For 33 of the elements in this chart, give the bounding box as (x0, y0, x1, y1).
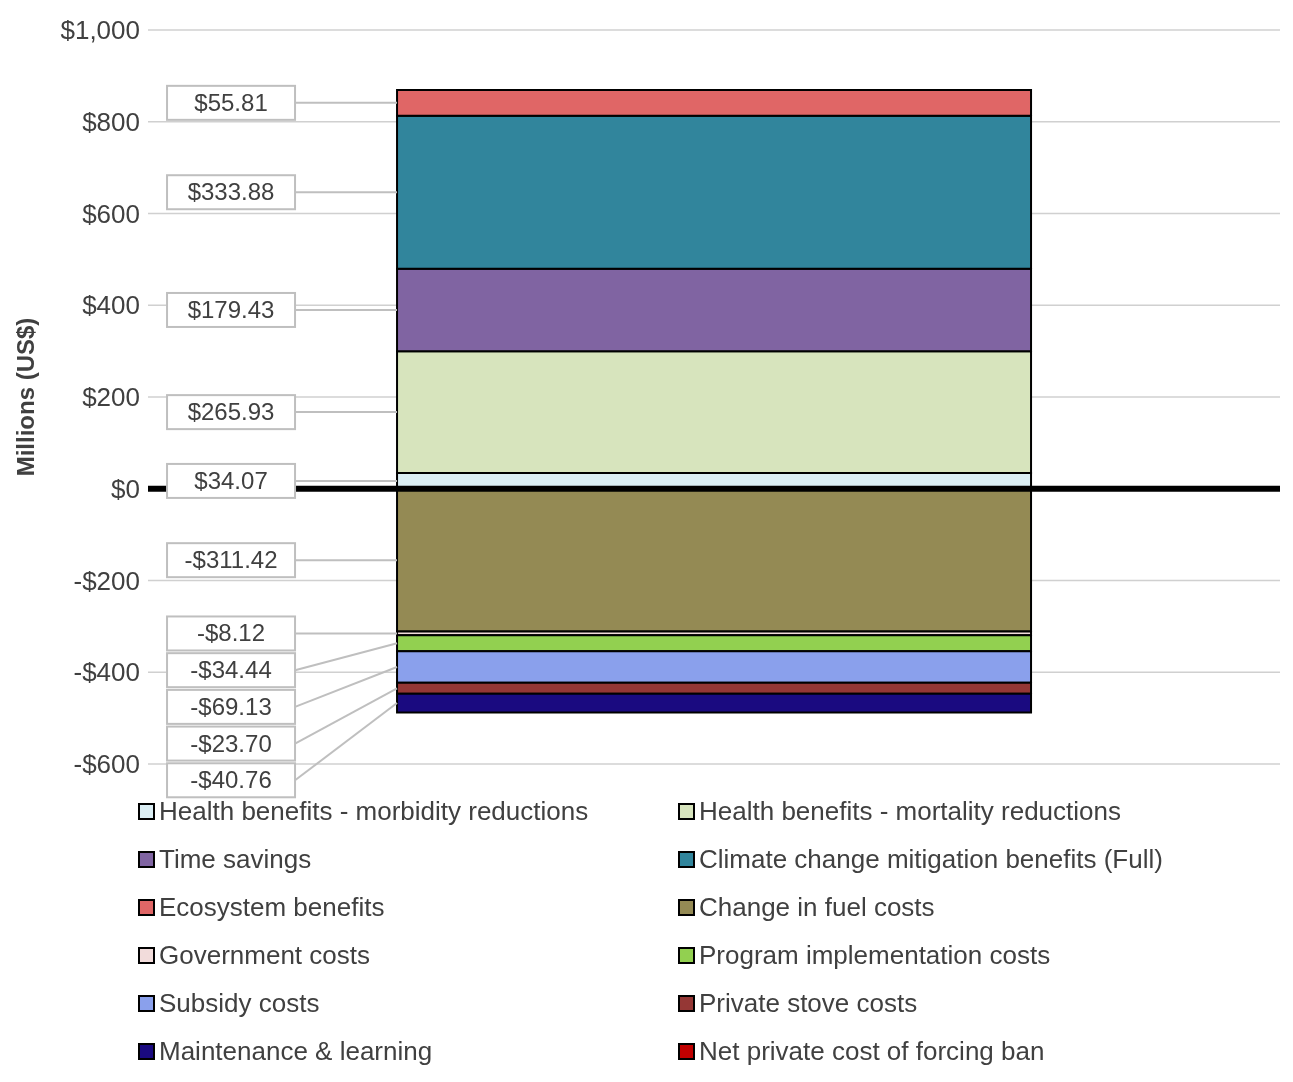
y-tick-label: $200 (82, 382, 140, 413)
data-label: -$23.70 (190, 729, 272, 757)
data-label: -$40.76 (190, 766, 272, 794)
y-tick-label: $400 (82, 290, 140, 321)
legend-label: Ecosystem benefits (159, 891, 385, 924)
legend-label: Maintenance & learning (159, 1035, 433, 1068)
legend-label: Subsidy costs (159, 987, 320, 1020)
y-tick-label: -$400 (73, 657, 140, 688)
data-label: $333.88 (187, 178, 275, 206)
legend-label: Private stove costs (699, 987, 918, 1020)
data-label: -$8.12 (197, 619, 266, 647)
legend-label: Change in fuel costs (699, 891, 935, 924)
y-tick-label: -$600 (73, 749, 140, 780)
y-tick-label: $800 (82, 106, 140, 137)
data-label: $265.93 (187, 398, 275, 426)
legend-label: Climate change mitigation benefits (Full) (699, 843, 1163, 876)
legend-label: Net private cost of forcing ban (699, 1035, 1045, 1068)
y-tick-label: $1,000 (60, 15, 140, 46)
legend-label: Health benefits - morbidity reductions (159, 795, 589, 828)
legend-label: Program implementation costs (699, 939, 1051, 972)
legend-label: Health benefits - mortality reductions (699, 795, 1121, 828)
data-label: -$34.44 (190, 656, 272, 684)
data-label: $55.81 (194, 88, 268, 116)
y-tick-label: $0 (111, 473, 140, 504)
legend-label: Government costs (159, 939, 370, 972)
y-tick-label: -$200 (73, 565, 140, 596)
data-label: $34.07 (194, 466, 268, 494)
legend-label: Time savings (159, 843, 312, 876)
data-label: $179.43 (187, 295, 275, 323)
data-label: -$311.42 (184, 546, 278, 574)
y-tick-label: $600 (82, 198, 140, 229)
y-axis-title: Millions (US$) (11, 317, 39, 477)
data-label: -$69.13 (190, 692, 272, 720)
